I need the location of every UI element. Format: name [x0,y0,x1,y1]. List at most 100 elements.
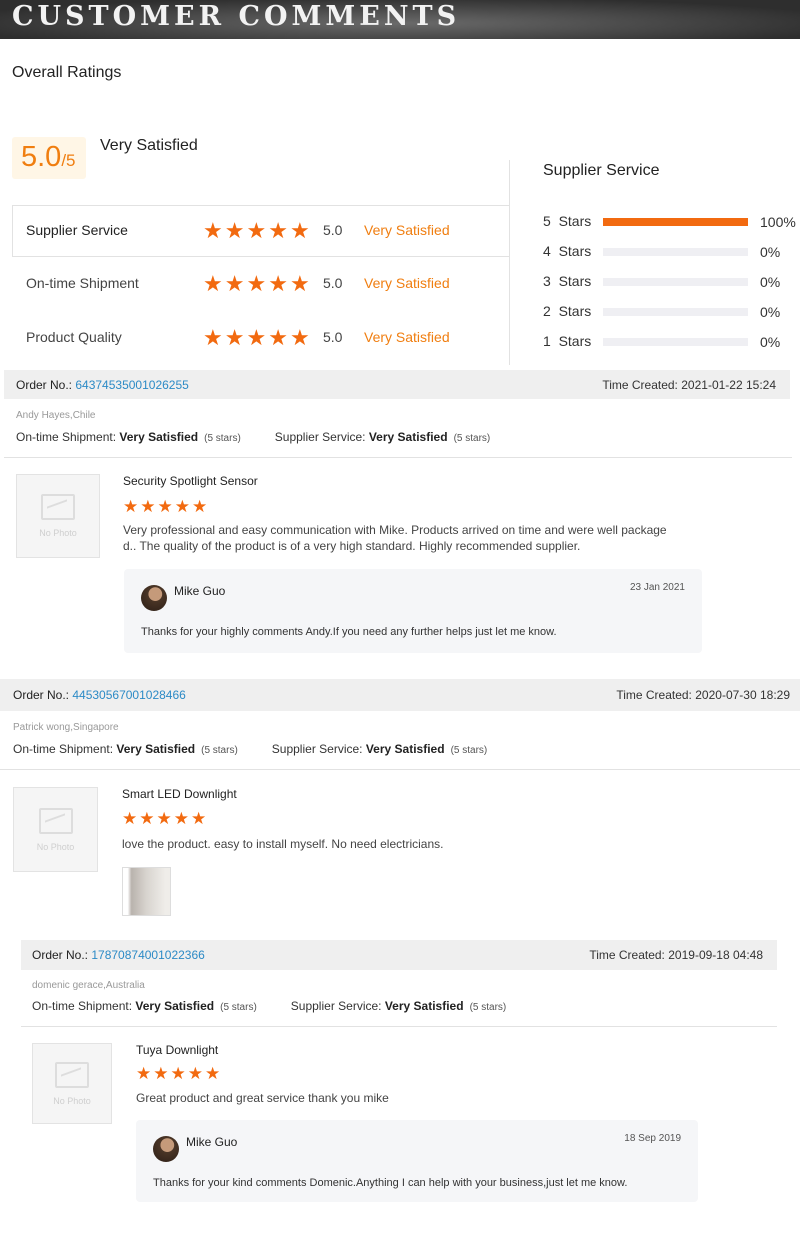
ontime-value: Very Satisfied [135,999,215,1013]
product-title[interactable]: Security Spotlight Sensor [123,474,258,488]
star-icon: ★ [268,271,288,296]
supplier-value: Very Satisfied [368,430,448,444]
order-header: Order No.: 17870874001022366 Time Create… [21,940,777,970]
distribution-bar [603,338,748,346]
rating-row-name: On-time Shipment [26,275,139,291]
rating-stars: ★ ★ ★ ★ ★ [203,327,310,349]
rating-row-label: Very Satisfied [364,329,450,345]
star-icon: ★ [122,809,138,828]
star-icon: ★ [187,1064,203,1083]
star-icon: ★ [139,809,155,828]
star-icon: ★ [203,271,223,296]
distribution-title: Supplier Service [543,162,660,179]
time-created-value: 2019-09-18 04:48 [668,948,763,962]
reply-author: Mike Guo [174,584,226,598]
star-icon: ★ [192,497,208,516]
reply-text: Thanks for your kind comments Domenic.An… [153,1177,628,1189]
order-number-link[interactable]: 17870874001022366 [91,948,205,962]
supplier-label: Supplier Service: [271,742,363,756]
supplier-stars: (5 stars) [450,745,488,756]
divider [4,457,792,458]
supplier-value: Very Satisfied [384,999,464,1013]
product-title[interactable]: Tuya Downlight [136,1043,219,1057]
overall-ratings-heading: Overall Ratings [12,64,122,81]
overall-score-badge: 5.0/5 [12,137,86,179]
star-icon: ★ [289,218,310,243]
header-banner: CUSTOMER COMMENTS [0,0,800,39]
order-no-label: Order No.: [32,948,89,962]
supplier-label: Supplier Service: [274,430,366,444]
ontime-stars: (5 stars) [204,433,241,444]
ontime-value: Very Satisfied [116,742,196,756]
customer-name: Andy Hayes,Chile [16,410,96,421]
distribution-label: 5 Stars [543,213,592,229]
product-title[interactable]: Smart LED Downlight [122,787,237,801]
distribution-label: 3 Stars [543,273,592,289]
rating-row-score: 5.0 [323,222,343,238]
ontime-label: On-time Shipment: [32,999,133,1013]
distribution-bar [603,218,748,226]
star-icon: ★ [224,218,245,243]
rating-stars: ★ ★ ★ ★ ★ [203,220,310,242]
star-icon: ★ [136,1064,152,1083]
star-icon: ★ [174,497,190,516]
overall-score: 5.0 [21,141,62,173]
ontime-label: On-time Shipment: [13,742,114,756]
distribution-label: 1 Stars [543,333,592,349]
order-number-link[interactable]: 64374535001026255 [75,377,189,392]
reply-text: Thanks for your highly comments Andy.If … [141,626,557,638]
distribution-percent: 0% [760,244,781,260]
distribution-label: 4 Stars [543,243,592,259]
selected-row-frame [12,205,510,257]
divider [21,1026,777,1027]
review-image-thumbnail[interactable] [122,867,171,916]
time-created-label: Time Created: [589,948,665,962]
rating-row-name[interactable]: Supplier Service [26,222,128,238]
rating-stars: ★ ★ ★ ★ ★ [203,273,310,295]
star-icon: ★ [224,271,245,296]
rating-row-name: Product Quality [26,329,122,345]
no-photo-label: No Photo [53,1095,91,1106]
star-icon: ★ [224,325,245,350]
overall-out-of: /5 [61,151,76,170]
rating-row-label: Very Satisfied [364,222,450,238]
time-created-value: 2021-01-22 15:24 [681,377,776,392]
order-no-label: Order No.: [13,688,70,702]
rating-row-label: Very Satisfied [364,275,450,291]
star-icon: ★ [153,1064,169,1083]
star-icon: ★ [191,809,207,828]
supplier-stars: (5 stars) [453,433,491,444]
ontime-label: On-time Shipment: [16,430,117,444]
avatar [141,585,167,611]
supplier-reply: Mike Guo 18 Sep 2019 Thanks for your kin… [136,1120,698,1202]
star-icon: ★ [203,325,223,350]
product-photo-placeholder: No Photo [32,1043,112,1124]
star-icon: ★ [140,497,156,516]
ontime-stars: (5 stars) [220,1002,257,1013]
star-icon: ★ [246,271,267,296]
avatar [153,1136,179,1162]
distribution-bar [603,248,748,256]
order-ratings-line: On-time Shipment: Very Satisfied (5 stars… [16,430,490,444]
distribution-label: 2 Stars [543,303,592,319]
no-photo-label: No Photo [36,841,75,852]
product-photo-placeholder: No Photo [13,787,98,872]
supplier-label: Supplier Service: [290,999,382,1013]
distribution-percent: 0% [760,274,781,290]
order-ratings-line: On-time Shipment: Very Satisfied (5 stars… [32,999,506,1013]
image-icon [55,1061,89,1088]
order-no-label: Order No.: [16,377,73,392]
distribution-percent: 0% [760,334,781,350]
rating-stars: ★ ★ ★ ★ ★ [122,810,206,827]
star-icon: ★ [268,218,288,243]
overall-label: Very Satisfied [100,137,198,154]
product-photo-placeholder: No Photo [16,474,100,558]
order-number-link[interactable]: 44530567001028466 [72,688,186,702]
time-created-value: 2020-07-30 18:29 [695,688,790,702]
review-text: love the product. easy to install myself… [122,837,444,851]
divider [509,160,510,365]
supplier-reply: Mike Guo 23 Jan 2021 Thanks for your hig… [124,569,702,653]
header-title: CUSTOMER COMMENTS [12,1,461,32]
star-icon: ★ [289,271,310,296]
reply-author: Mike Guo [186,1135,238,1149]
